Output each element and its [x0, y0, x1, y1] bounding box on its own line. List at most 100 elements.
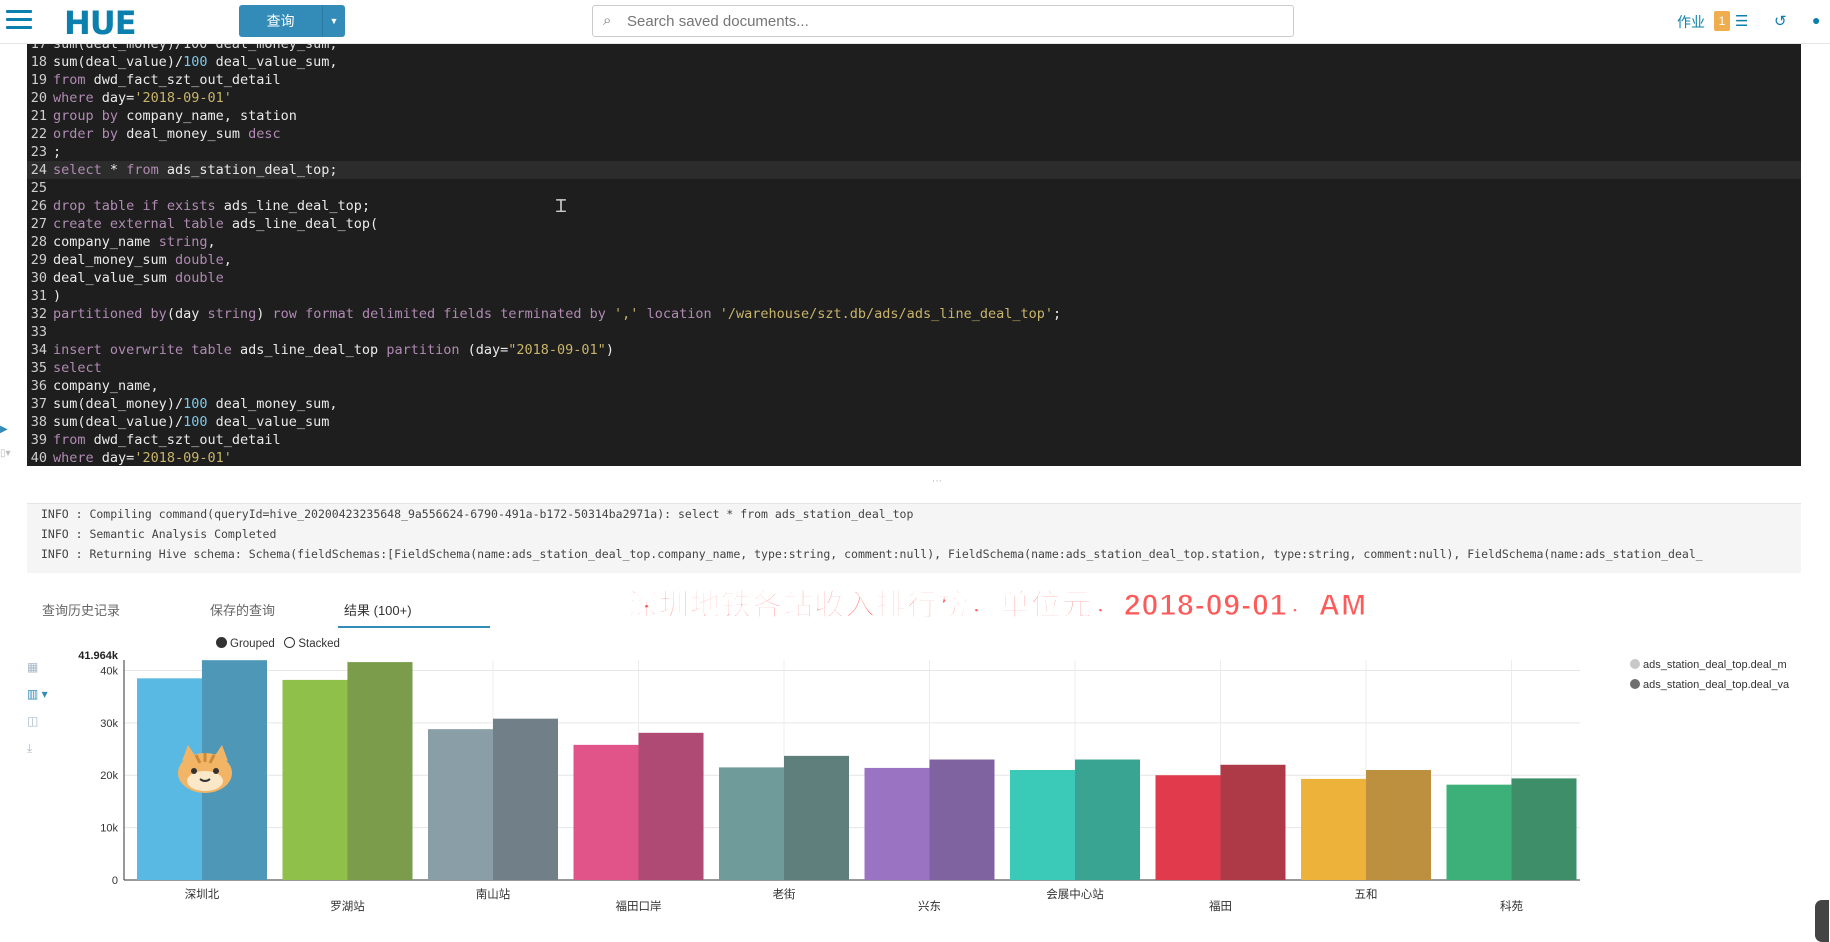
- legend-item[interactable]: ads_station_deal_top.deal_va: [1630, 675, 1800, 695]
- y-tick-label: 0: [112, 875, 118, 887]
- page-scrollbar[interactable]: [1815, 900, 1829, 942]
- chevron-down-icon[interactable]: ▼: [329, 16, 339, 26]
- download-icon[interactable]: ⤓: [27, 741, 33, 755]
- code-text: order by deal_money_sum desc: [53, 126, 281, 142]
- editor-line[interactable]: 22 order by deal_money_sum desc: [27, 125, 1801, 143]
- editor-line[interactable]: 27 create external table ads_line_deal_to…: [27, 215, 1801, 233]
- line-number: 22: [30, 126, 47, 142]
- editor-line[interactable]: 32 partitioned by(day string) row format …: [27, 305, 1801, 323]
- result-tabs: 查询历史记录 保存的查询 结果 (100+): [27, 590, 1801, 630]
- stacked-radio[interactable]: Stacked: [284, 637, 340, 650]
- code-text: ): [53, 288, 62, 304]
- x-tick-label: 罗湖站: [330, 899, 365, 913]
- log-line: INFO : Compiling command(queryId=hive_20…: [41, 507, 914, 521]
- radio-empty-icon: [284, 637, 296, 648]
- x-tick-label: 福田: [1209, 899, 1232, 913]
- query-button[interactable]: 查询 ▼: [239, 5, 345, 37]
- code-text: where day='2018-09-01': [53, 450, 232, 466]
- editor-line[interactable]: 36 company_name,: [27, 377, 1801, 395]
- code-text: company_name,: [53, 378, 159, 394]
- bar-chart-icon[interactable]: ▥ ▾: [27, 687, 48, 701]
- editor-line[interactable]: 18 sum(deal_value)/100 deal_value_sum,: [27, 53, 1801, 71]
- editor-line[interactable]: 25: [27, 179, 1801, 197]
- query-button-label[interactable]: 查询: [239, 5, 323, 37]
- bar: [1511, 778, 1577, 880]
- editor-line[interactable]: 40 where day='2018-09-01': [27, 449, 1801, 466]
- editor-line[interactable]: 24 select * from ads_station_deal_top;: [27, 161, 1801, 179]
- editor-line[interactable]: 29 deal_money_sum double,: [27, 251, 1801, 269]
- editor-line[interactable]: 30 deal_value_sum double: [27, 269, 1801, 287]
- hue-logo[interactable]: HUE: [64, 4, 137, 42]
- code-text: create external table ads_line_deal_top(: [53, 216, 379, 232]
- line-number: 28: [30, 234, 47, 250]
- line-number: 29: [30, 252, 47, 268]
- line-number: 23: [30, 144, 47, 160]
- grid-icon[interactable]: ▦: [27, 660, 39, 674]
- bar: [1075, 759, 1140, 880]
- x-tick-label: 老街: [773, 887, 796, 901]
- line-number: 25: [30, 180, 47, 196]
- line-number: 39: [30, 432, 47, 448]
- editor-line[interactable]: 19 from dwd_fact_szt_out_detail: [27, 71, 1801, 89]
- overlay-caption: 深圳地铁各站收入排行榜，单位元，2018-09-01，AM: [627, 589, 1368, 623]
- line-number: 34: [30, 342, 47, 358]
- history-icon[interactable]: ↺: [1774, 13, 1787, 30]
- grouped-label: Grouped: [230, 638, 275, 650]
- tab-query-history[interactable]: 查询历史记录: [42, 603, 121, 618]
- editor-line[interactable]: 28 company_name string,: [27, 233, 1801, 251]
- grouped-radio[interactable]: Grouped: [216, 637, 275, 650]
- code-text: select: [53, 360, 102, 376]
- hamburger-menu-icon[interactable]: [6, 10, 32, 32]
- editor-line[interactable]: 39 from dwd_fact_szt_out_detail: [27, 431, 1801, 449]
- play-icon[interactable]: ▶: [0, 424, 8, 435]
- columns-icon[interactable]: ◫: [27, 714, 39, 728]
- cat-sticker-icon: [178, 745, 232, 793]
- legend-item[interactable]: ads_station_deal_top.deal_m: [1630, 655, 1800, 675]
- jobs-link[interactable]: 作业: [1677, 14, 1705, 30]
- editor-line[interactable]: 21 group by company_name, station: [27, 107, 1801, 125]
- legend-label: ads_station_deal_top.deal_m: [1643, 659, 1787, 671]
- chart-legend: ads_station_deal_top.deal_m ads_station_…: [1630, 655, 1800, 695]
- grouped-stacked-toggle: Grouped Stacked: [216, 637, 340, 650]
- tasks-icon[interactable]: ☰: [1735, 13, 1749, 30]
- code-text: insert overwrite table ads_line_deal_top…: [53, 342, 614, 358]
- bar: [1010, 770, 1075, 880]
- sql-editor[interactable]: 17 sum(deal_money)/100 deal_money_sum, 18…: [27, 44, 1801, 466]
- editor-line[interactable]: 38 sum(deal_value)/100 deal_value_sum: [27, 413, 1801, 431]
- editor-line[interactable]: 34 insert overwrite table ads_line_deal_t…: [27, 341, 1801, 359]
- line-number: 31: [30, 288, 47, 304]
- search-input[interactable]: [627, 10, 1267, 32]
- line-number: 21: [30, 108, 47, 124]
- dock-icon[interactable]: ▯▾: [0, 448, 11, 459]
- editor-line[interactable]: 23;: [27, 143, 1801, 161]
- tab-results[interactable]: 结果 (100+): [344, 603, 412, 618]
- code-text: deal_money_sum double,: [53, 252, 232, 268]
- splitter[interactable]: ⋯: [27, 466, 1801, 494]
- editor-line[interactable]: 20 where day='2018-09-01': [27, 89, 1801, 107]
- radio-filled-icon: [216, 637, 227, 648]
- user-icon[interactable]: ●: [1812, 12, 1821, 28]
- bar: [784, 755, 849, 880]
- bar: [493, 718, 558, 880]
- editor-line[interactable]: 37 sum(deal_money)/100 deal_money_sum,: [27, 395, 1801, 413]
- editor-line[interactable]: 33: [27, 323, 1801, 341]
- line-number: 32: [30, 306, 47, 322]
- bar: [1301, 778, 1366, 880]
- bar: [282, 679, 348, 880]
- editor-line[interactable]: 31): [27, 287, 1801, 305]
- left-rail: ▶ ▯▾: [0, 44, 27, 942]
- line-number: 40: [30, 450, 47, 466]
- log-line: INFO : Returning Hive schema: Schema(fie…: [41, 547, 1703, 561]
- drag-handle-icon[interactable]: ⋯: [932, 476, 942, 487]
- code-text: from dwd_fact_szt_out_detail: [53, 72, 281, 88]
- editor-line[interactable]: 35 select: [27, 359, 1801, 377]
- line-number: 18: [30, 54, 47, 70]
- y-tick-label: 20k: [100, 770, 118, 782]
- tab-saved-queries[interactable]: 保存的查询: [210, 603, 276, 618]
- stacked-label: Stacked: [298, 638, 340, 650]
- bar: [573, 744, 639, 880]
- query-log: INFO : Compiling command(queryId=hive_20…: [27, 503, 1801, 573]
- bar: [347, 662, 413, 880]
- editor-line[interactable]: 26 drop table if exists ads_line_deal_top…: [27, 197, 1801, 215]
- search-box[interactable]: ⌕: [592, 5, 1294, 37]
